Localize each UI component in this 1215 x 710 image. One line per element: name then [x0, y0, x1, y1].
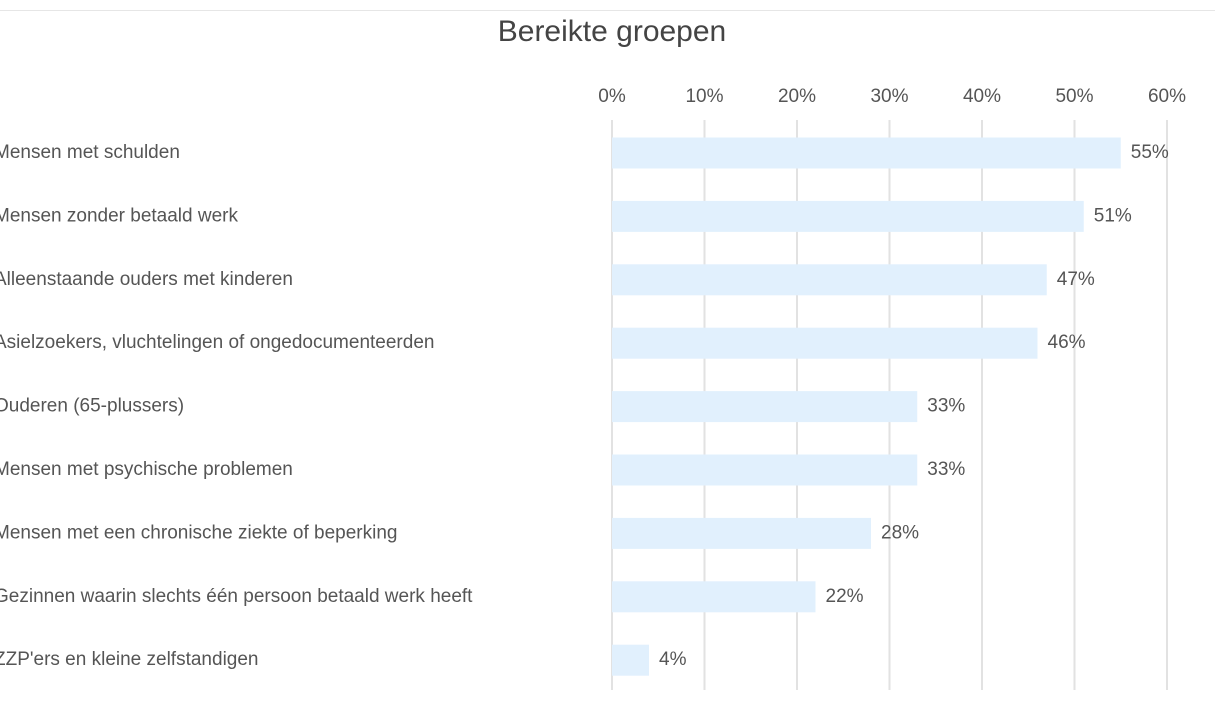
- y-tick-label: Mensen met een chronische ziekte of bepe…: [0, 522, 397, 543]
- value-label: 51%: [1094, 205, 1132, 226]
- value-label: 46%: [1048, 332, 1086, 353]
- y-tick-label: Mensen zonder betaald werk: [0, 205, 238, 226]
- x-tick-label: 50%: [1055, 86, 1093, 107]
- x-tick-label: 0%: [598, 86, 626, 107]
- y-tick-label: Asielzoekers, vluchtelingen of ongedocum…: [0, 332, 434, 353]
- value-label: 47%: [1057, 269, 1095, 290]
- x-tick-label: 40%: [963, 86, 1001, 107]
- value-label: 55%: [1131, 142, 1169, 163]
- value-label: 33%: [927, 396, 965, 417]
- value-label: 33%: [927, 459, 965, 480]
- bar: [612, 454, 918, 486]
- y-tick-label: Ouderen (65-plussers): [0, 396, 184, 417]
- value-label: 4%: [659, 649, 687, 670]
- bar: [612, 644, 649, 676]
- x-tick-label: 60%: [1148, 86, 1186, 107]
- bar: [612, 264, 1047, 296]
- y-tick-label: Alleenstaande ouders met kinderen: [0, 269, 293, 290]
- y-tick-label: Mensen met psychische problemen: [0, 459, 293, 480]
- y-tick-label: ZZP'ers en kleine zelfstandigen: [0, 649, 259, 670]
- y-tick-label: Gezinnen waarin slechts één persoon beta…: [0, 586, 473, 607]
- x-tick-label: 30%: [870, 86, 908, 107]
- bar: [612, 327, 1038, 359]
- bar: [612, 200, 1084, 232]
- bar: [612, 391, 918, 423]
- x-tick-label: 20%: [778, 86, 816, 107]
- chart-title: Bereikte groepen: [498, 15, 727, 48]
- bar: [612, 517, 871, 549]
- bar: [612, 581, 816, 613]
- y-tick-label: Mensen met schulden: [0, 142, 180, 163]
- value-label: 28%: [881, 522, 919, 543]
- x-tick-label: 10%: [685, 86, 723, 107]
- value-label: 22%: [826, 586, 864, 607]
- bar: [612, 137, 1121, 169]
